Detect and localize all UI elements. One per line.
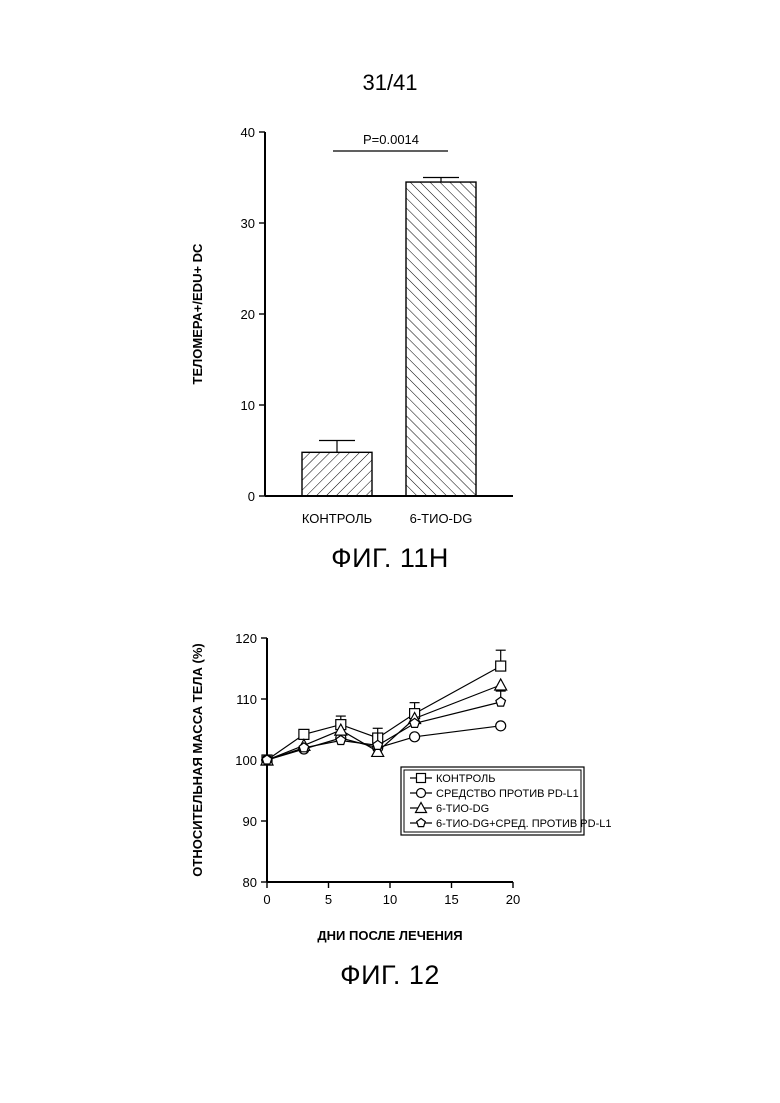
category-label: 6-ТИО-DG [410, 511, 473, 526]
y-axis-label: ТЕЛОМЕРА+/EDU+ DC [190, 243, 205, 385]
p-value-annotation: P=0.0014 [363, 132, 419, 147]
bar [406, 182, 476, 496]
y-tick-label: 0 [248, 489, 255, 504]
y-tick-label: 40 [241, 125, 255, 140]
figure-caption-11h: ФИГ. 11H [0, 543, 780, 574]
figure-caption-12: ФИГ. 12 [0, 960, 780, 991]
category-label: КОНТРОЛЬ [302, 511, 372, 526]
y-tick-label: 10 [241, 398, 255, 413]
y-tick-label: 30 [241, 216, 255, 231]
bar [302, 452, 372, 496]
y-tick-label: 20 [241, 307, 255, 322]
